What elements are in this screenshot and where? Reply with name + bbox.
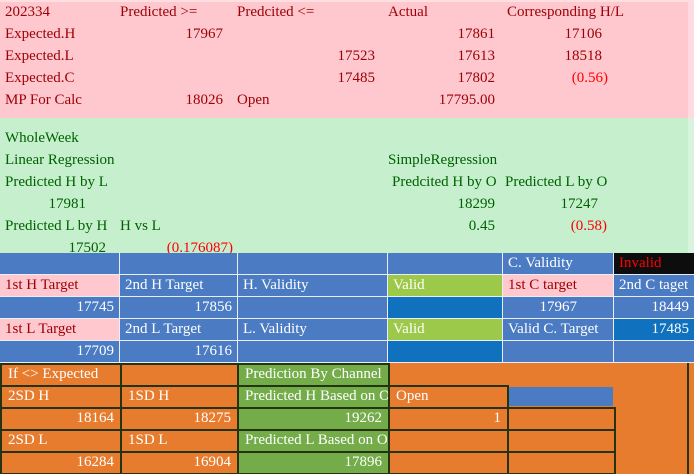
cell-prediction-by-channel-title[interactable]: Prediction By Channel [237,363,390,387]
cell-expected-l-pred-le[interactable]: 17523 [337,48,376,64]
cell-pred-l-by-h-label[interactable]: Predicted L by H [5,218,108,234]
cell-2sd-l-value[interactable]: 16284 [0,451,122,474]
cell-pred-l-by-h-value[interactable]: 17502 [68,240,107,256]
cell-2sd-l-label[interactable]: 2SD L [0,429,122,453]
cell-pred-h-by-l-label[interactable]: Predicted H by L [5,174,108,190]
header-corresponding-hl[interactable]: Corresponding H/L [507,4,625,20]
header-predicted-ge[interactable]: Predicted >= [120,4,198,20]
cell-h-validity-label[interactable]: H. Validity [238,275,387,296]
cell-expected-c-actual[interactable]: 17802 [457,70,496,86]
cell-or3c5-empty[interactable] [507,407,616,431]
cell-open-label[interactable]: Open [237,92,270,108]
cell-2nd-l-target-label[interactable]: 2nd L Target [120,319,237,340]
cell-1st-l-target-label[interactable]: 1st L Target [0,319,119,340]
cell-c-validity-status[interactable]: Invalid [614,253,694,274]
cell-week-id[interactable]: 202334 [5,4,50,20]
cell-mp-for-calc-value[interactable]: 18026 [185,92,224,108]
cell-1sd-h-label[interactable]: 1SD H [120,385,239,409]
expected-section-background [0,0,694,118]
cell-pred-l-by-o-ratio[interactable]: (0.58) [570,218,607,234]
cell-valid-c-target-value[interactable]: 17485 [614,319,694,340]
cell-expected-c-corresponding[interactable]: (0.56) [571,70,608,86]
cell-open-value[interactable]: 17795.00 [438,92,495,108]
cell-r1c1-empty[interactable] [0,253,119,274]
cell-2nd-h-target-label[interactable]: 2nd H Target [120,275,237,296]
cell-if-expected-label[interactable]: If <> Expected [0,363,122,387]
cell-r1c2-empty[interactable] [120,253,237,274]
channel-right-border [687,363,689,474]
cell-l-validity-status[interactable]: Valid [388,319,502,340]
cell-h-vs-l-value[interactable]: (0.176087) [166,240,233,256]
cell-pred-h-by-o-ratio[interactable]: 0.45 [468,218,495,234]
cell-expected-l-corresponding[interactable]: 18518 [564,48,603,64]
cell-1st-l-target-value2[interactable]: 17709 [0,341,119,362]
cell-1sd-l-value[interactable]: 16904 [120,451,239,474]
cell-pred-l-based-on-o-label[interactable]: Predicted L Based on O [237,429,390,453]
cell-1st-c-target-label[interactable]: 1st C target [503,275,613,296]
cell-or5c4-empty[interactable] [388,451,509,474]
cell-r5c5-empty[interactable] [503,341,613,362]
cell-1st-c-target-value[interactable]: 17967 [503,297,613,318]
cell-expected-c-pred-le[interactable]: 17485 [337,70,376,86]
cell-pred-h-based-on-o-value[interactable]: 19262 [237,407,390,431]
cell-pred-l-by-o-label[interactable]: Predicted L by O [505,174,608,190]
cell-open-flag-label[interactable]: Open [388,385,509,409]
cell-2nd-c-target-value[interactable]: 18449 [614,297,694,318]
cell-r1c4-empty[interactable] [388,253,502,274]
cell-r1c3-empty[interactable] [238,253,387,274]
cell-r5c3-empty[interactable] [238,341,387,362]
cell-wholeweek-title[interactable]: WholeWeek [5,130,79,146]
cell-pred-h-by-l-value[interactable]: 17981 [48,196,87,212]
cell-linear-regression-label[interactable]: Linear Regression [5,152,115,168]
cell-1sd-h-value[interactable]: 18275 [120,407,239,431]
cell-pred-h-by-o-label[interactable]: Predcited H by O [392,174,497,190]
cell-r5c6-empty[interactable] [614,341,694,362]
green-edge-strip [688,118,694,253]
cell-pred-l-by-o-value[interactable]: 17247 [560,196,599,212]
cell-expected-h-label[interactable]: Expected.H [5,26,76,42]
cell-pred-l-based-on-o-value[interactable]: 17896 [237,451,390,474]
cell-r3c4-empty[interactable] [388,297,502,318]
cell-2sd-h-value[interactable]: 18164 [0,407,122,431]
cell-open-flag-value[interactable]: 1 [388,407,509,431]
cell-1sd-l-label[interactable]: 1SD L [120,429,239,453]
regression-section-background [0,118,694,253]
cell-or5c5-empty[interactable] [507,451,616,474]
cell-2nd-h-target-value[interactable]: 17856 [120,297,237,318]
pink-top-strip [0,0,694,2]
cell-pred-h-based-on-o-label[interactable]: Predicted H Based on O [237,385,390,409]
cell-1st-h-target-value[interactable]: 17745 [0,297,119,318]
cell-expected-h-pred-ge[interactable]: 17967 [185,26,224,42]
cell-expected-h-actual[interactable]: 17861 [457,26,496,42]
cell-l-validity-label[interactable]: L. Validity [238,319,387,340]
cell-or4c4-empty[interactable] [388,429,509,453]
cell-simple-regression-label[interactable]: SimpleRegression [388,152,498,168]
header-predcited-le[interactable]: Predcited <= [237,4,315,20]
header-actual[interactable]: Actual [388,4,428,20]
cell-r3c3-empty[interactable] [238,297,387,318]
cell-c-validity-label[interactable]: C. Validity [503,253,613,274]
cell-r5c4-empty[interactable] [388,341,502,362]
cell-h-validity-status[interactable]: Valid [388,275,502,296]
pink-edge-strip [688,0,694,118]
cell-expected-h-corresponding[interactable]: 17106 [564,26,603,42]
cell-pred-h-by-o-value[interactable]: 18299 [457,196,496,212]
cell-expected-l-label[interactable]: Expected.L [5,48,74,64]
cell-expected-c-label[interactable]: Expected.C [5,70,75,86]
cell-mp-for-calc-label[interactable]: MP For Calc [5,92,82,108]
cell-or4c5-empty[interactable] [507,429,616,453]
cell-1st-h-target-label[interactable]: 1st H Target [0,275,119,296]
cell-expected-l-actual[interactable]: 17613 [457,48,496,64]
cell-or1c2-empty[interactable] [120,363,239,387]
cell-2sd-h-label[interactable]: 2SD H [0,385,122,409]
cell-2nd-c-target-label[interactable]: 2nd C taget [614,275,694,296]
cell-h-vs-l-label[interactable]: H vs L [120,218,161,234]
cell-2nd-l-target-value2[interactable]: 17616 [120,341,237,362]
cell-valid-c-target-label[interactable]: Valid C. Target [503,319,613,340]
cell-or2c5-blue[interactable] [509,387,613,406]
